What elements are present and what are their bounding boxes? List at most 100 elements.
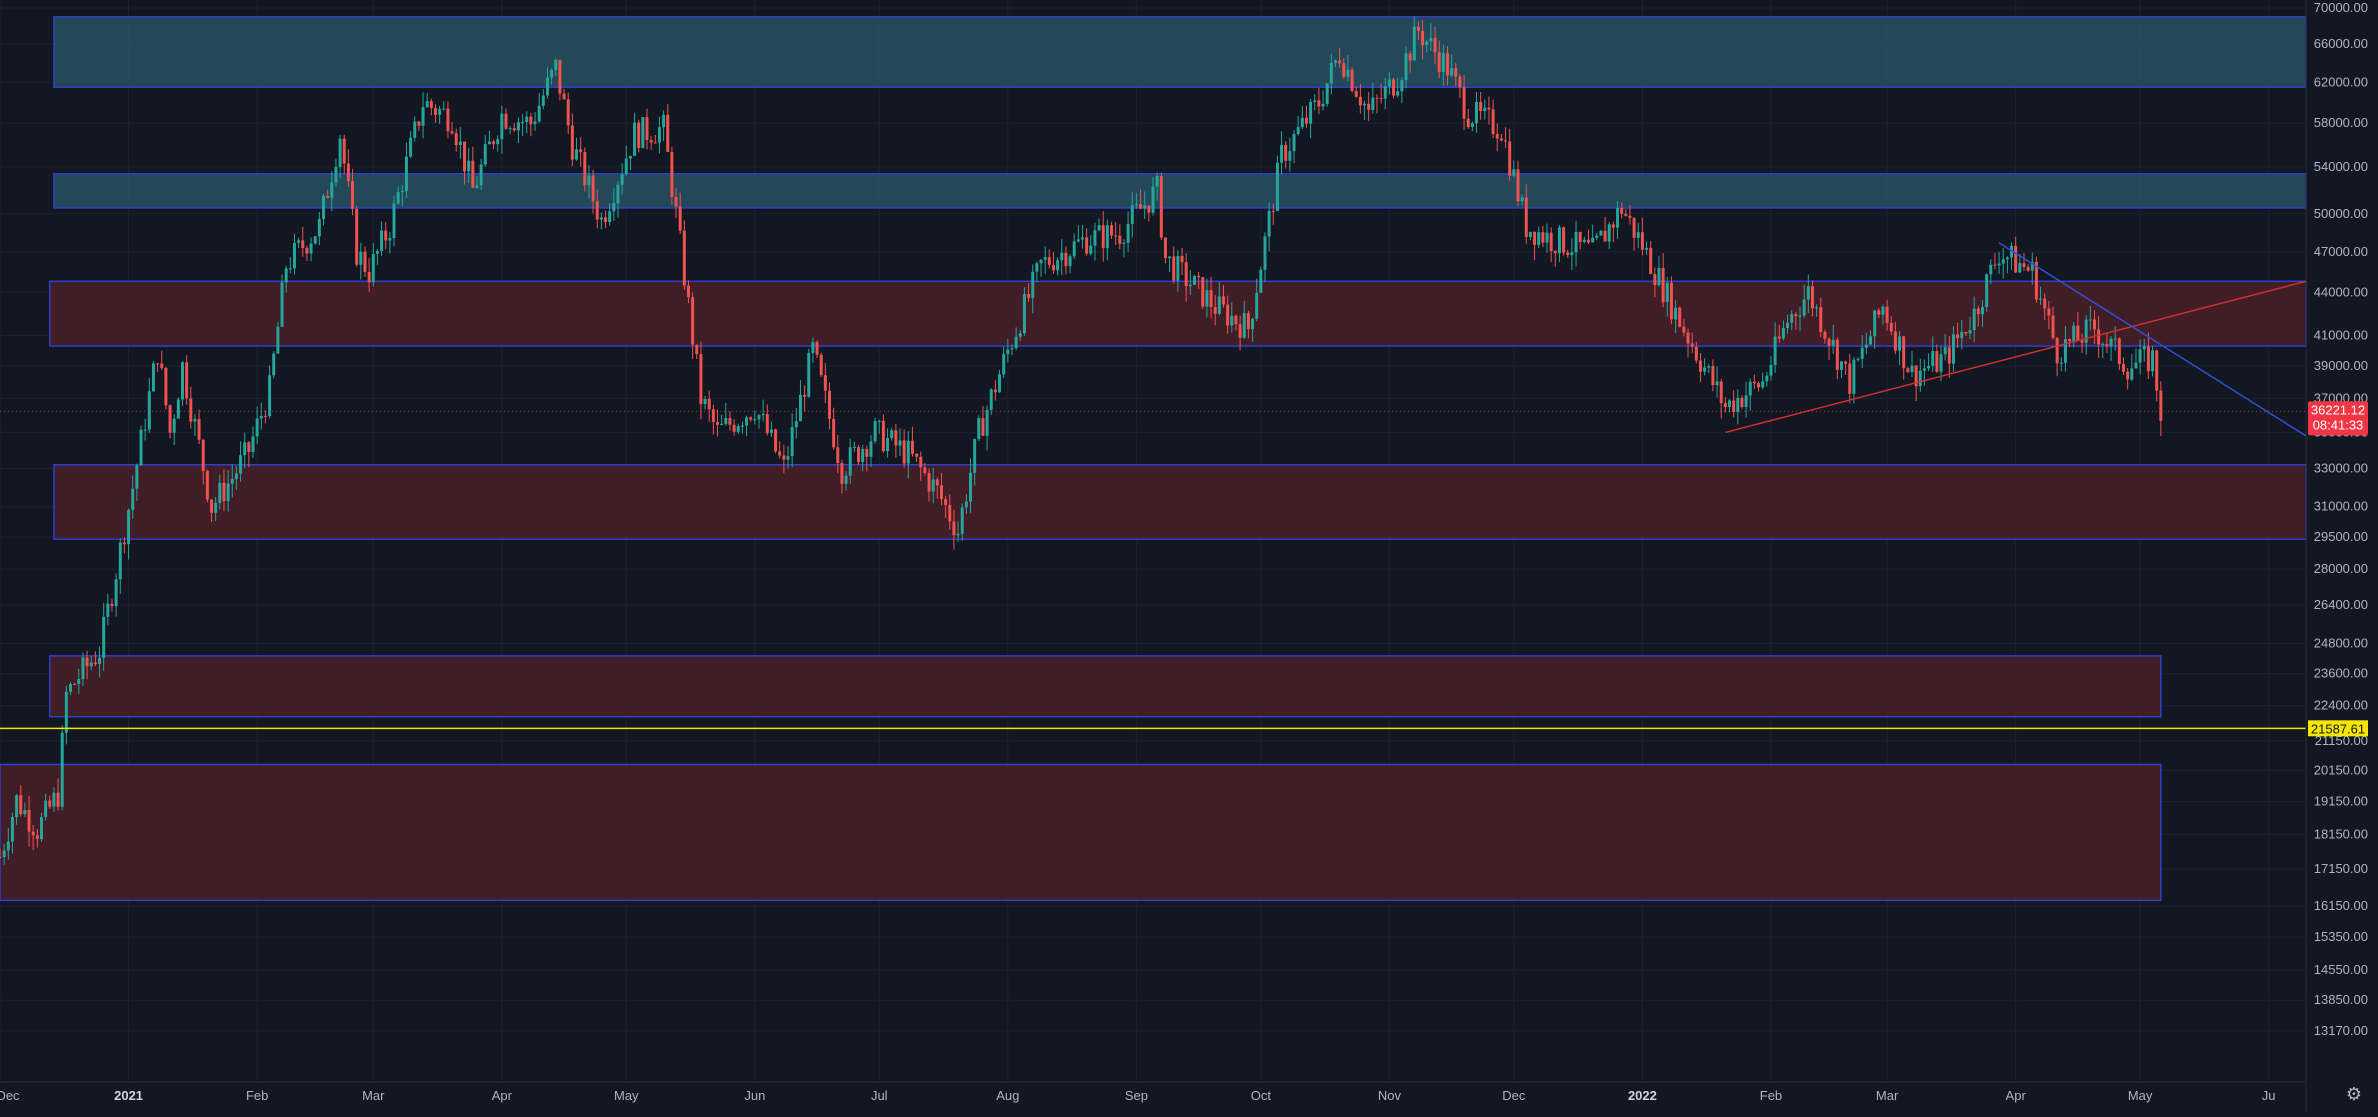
y-tick-label: 26400.00 (2314, 597, 2368, 612)
candle-body (1416, 26, 1420, 31)
candle-body (956, 533, 960, 536)
candle-body (628, 155, 632, 159)
candle-body (425, 101, 429, 108)
candle-body (371, 253, 375, 283)
candle-body (1367, 103, 1371, 110)
candle-body (396, 192, 400, 204)
candle-body (1051, 264, 1055, 271)
candle-body (1325, 83, 1329, 104)
candle-body (910, 440, 914, 454)
candle-body (1914, 365, 1918, 387)
candle-body (1616, 207, 1620, 228)
candle-body (1910, 365, 1914, 372)
candle-body (633, 122, 637, 156)
candle-body (1562, 227, 1566, 253)
candle-body (1947, 347, 1951, 364)
candle-body (570, 125, 574, 160)
x-tick-label: Aug (996, 1088, 1019, 1103)
marker-badge (2308, 720, 2368, 737)
candle-body (2151, 350, 2155, 372)
candle-body (2047, 308, 2051, 316)
candle-body (1172, 256, 1176, 281)
y-tick-label: 14550.00 (2314, 962, 2368, 977)
candle-body (711, 409, 715, 423)
candle-body (1860, 347, 1864, 359)
candle-body (1147, 205, 1151, 213)
candle-body (545, 77, 549, 96)
candle-body (89, 662, 93, 667)
candle-body (1209, 290, 1213, 307)
candle-body (993, 389, 997, 393)
candle-body (1674, 307, 1678, 320)
candle-body (674, 196, 678, 207)
candle-body (645, 117, 649, 140)
candle-body (803, 394, 807, 397)
candle-body (1698, 360, 1702, 372)
candle-body (409, 137, 413, 157)
candle-body (873, 421, 877, 442)
candle-body (969, 472, 973, 502)
candle-body (1595, 235, 1599, 238)
candle-body (774, 429, 778, 452)
x-tick-label: May (2128, 1088, 2153, 1103)
candle-body (579, 149, 583, 153)
candle-body (15, 795, 19, 818)
candle-body (81, 657, 85, 680)
candle-body (1470, 123, 1474, 128)
candle-body (1508, 141, 1512, 176)
candle-body (77, 679, 81, 685)
candle-body (39, 817, 43, 840)
candle-body (2122, 363, 2126, 372)
candle-body (703, 398, 707, 405)
candle-body (1188, 284, 1192, 287)
candle-body (44, 800, 48, 818)
candle-body (757, 415, 761, 420)
current-price-label: 36221.12 (2311, 402, 2365, 417)
candle-body (1645, 247, 1649, 250)
candle-body (1475, 101, 1478, 124)
candle-body (330, 182, 334, 198)
candle-body (1893, 331, 1897, 351)
candle-body (1533, 231, 1537, 245)
candle-body (247, 442, 251, 453)
candle-body (724, 417, 728, 424)
candle-body (2030, 261, 2034, 271)
candle-body (670, 151, 674, 197)
candle-body (487, 141, 491, 145)
candle-body (612, 203, 616, 212)
gear-icon[interactable]: ⚙ (2345, 1084, 2363, 1104)
candle-body (1267, 210, 1271, 237)
candle-body (1408, 53, 1412, 61)
candle-body (180, 362, 184, 400)
candle-body (234, 473, 238, 480)
candle-body (52, 792, 56, 807)
candle-body (695, 344, 699, 355)
candle-body (1885, 306, 1889, 323)
candle-body (745, 417, 749, 426)
candle-body (1462, 87, 1466, 119)
candle-body (2034, 261, 2038, 300)
zone-18k (0, 763, 2162, 902)
candle-body (463, 141, 467, 172)
candle-body (1545, 232, 1549, 243)
candle-body (64, 691, 68, 733)
candle-body (1657, 268, 1661, 286)
candle-body (1412, 26, 1416, 61)
candle-body (1669, 282, 1673, 320)
candle-body (819, 354, 823, 376)
candle-body (1557, 227, 1561, 254)
candle-body (210, 499, 214, 513)
candle-body (998, 374, 1002, 393)
candle-body (915, 453, 919, 457)
candle-body (193, 419, 197, 422)
y-tick-label: 20150.00 (2314, 763, 2368, 778)
candle-body (1118, 235, 1122, 244)
candle-body (1060, 252, 1064, 261)
candle-body (1649, 247, 1653, 275)
x-tick-label: Dec (1502, 1088, 1526, 1103)
candle-body (1918, 370, 1922, 387)
candle-body (23, 809, 27, 815)
candle-body (131, 488, 135, 510)
